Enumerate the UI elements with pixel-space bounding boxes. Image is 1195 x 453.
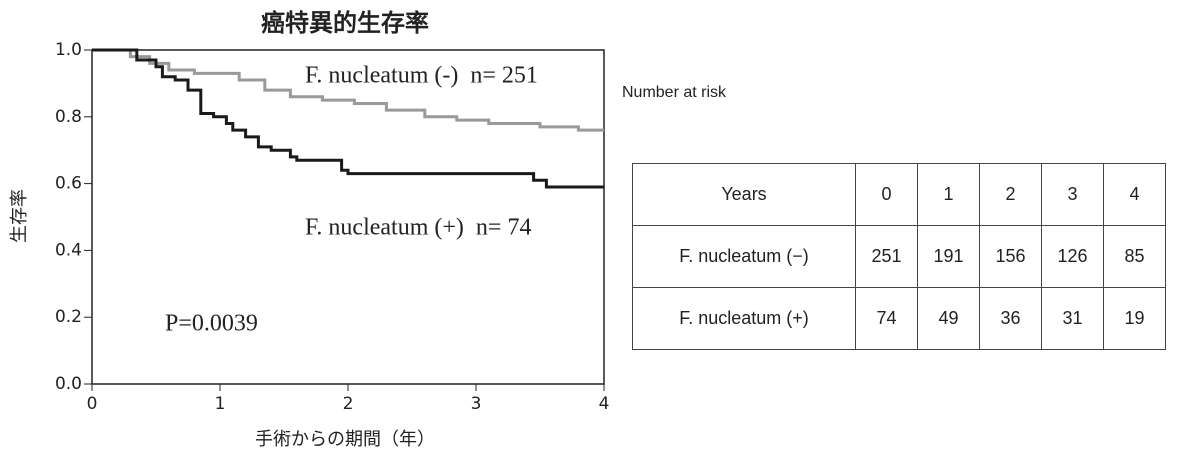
x-tick-label: 2 [343, 394, 354, 414]
table-cell: 4 [1103, 163, 1166, 226]
risk-table: Years 0 1 2 3 4 F. nucleatum (−) 251 191 156 126 85… [632, 163, 1166, 350]
table-cell: 156 [979, 225, 1042, 288]
y-tick-label: 0.8 [55, 107, 82, 127]
table-cell: 1 [917, 163, 980, 226]
table-row: F. nucleatum (−) 251 191 156 126 85 [632, 225, 1166, 288]
chart: 癌特異的生存率 生存率 手術からの期間（年） P=0.0039 0.0 0.2 0.… [9, 9, 610, 450]
table-caption: Number at risk [622, 84, 727, 101]
y-tick-label: 0.0 [55, 374, 82, 394]
table-cell: F. nucleatum (−) [632, 225, 856, 288]
survival-curve [92, 48, 604, 189]
table-row: F. nucleatum (+) 74 49 36 31 19 [632, 287, 1166, 350]
y-tick-label: 0.2 [55, 307, 82, 327]
table-cell: 126 [1041, 225, 1104, 288]
series-label: F. nucleatum (-) n= 251 [305, 63, 538, 89]
y-axis-label: 生存率 [9, 189, 30, 243]
y-tick-label: 1.0 [55, 40, 82, 60]
table-cell: 3 [1041, 163, 1104, 226]
x-tick-label: 4 [599, 394, 610, 414]
y-tick-label: 0.4 [55, 240, 82, 260]
chart-title: 癌特異的生存率 [261, 9, 429, 37]
table-cell: 49 [917, 287, 980, 350]
x-axis-label: 手術からの期間（年） [255, 429, 435, 450]
table-header: Years 0 1 2 3 4 [632, 163, 1166, 226]
table-cell: Years [632, 163, 856, 226]
annotation: P=0.0039 [165, 311, 258, 337]
x-tick-label: 3 [471, 394, 482, 414]
table-cell: F. nucleatum (+) [632, 287, 856, 350]
table-cell: 74 [855, 287, 918, 350]
table-cell: 251 [855, 225, 918, 288]
y-tick-label: 0.6 [55, 174, 82, 194]
table-cell: 85 [1103, 225, 1166, 288]
series-label: F. nucleatum (+) n= 74 [305, 215, 531, 241]
table-cell: 2 [979, 163, 1042, 226]
survival-curve [92, 48, 604, 132]
table-cell: 36 [979, 287, 1042, 350]
table-cell: 19 [1103, 287, 1166, 350]
table-cell: 0 [855, 163, 918, 226]
x-tick-label: 1 [215, 394, 226, 414]
table-cell: 31 [1041, 287, 1104, 350]
x-tick-label: 0 [87, 394, 98, 414]
table-cell: 191 [917, 225, 980, 288]
